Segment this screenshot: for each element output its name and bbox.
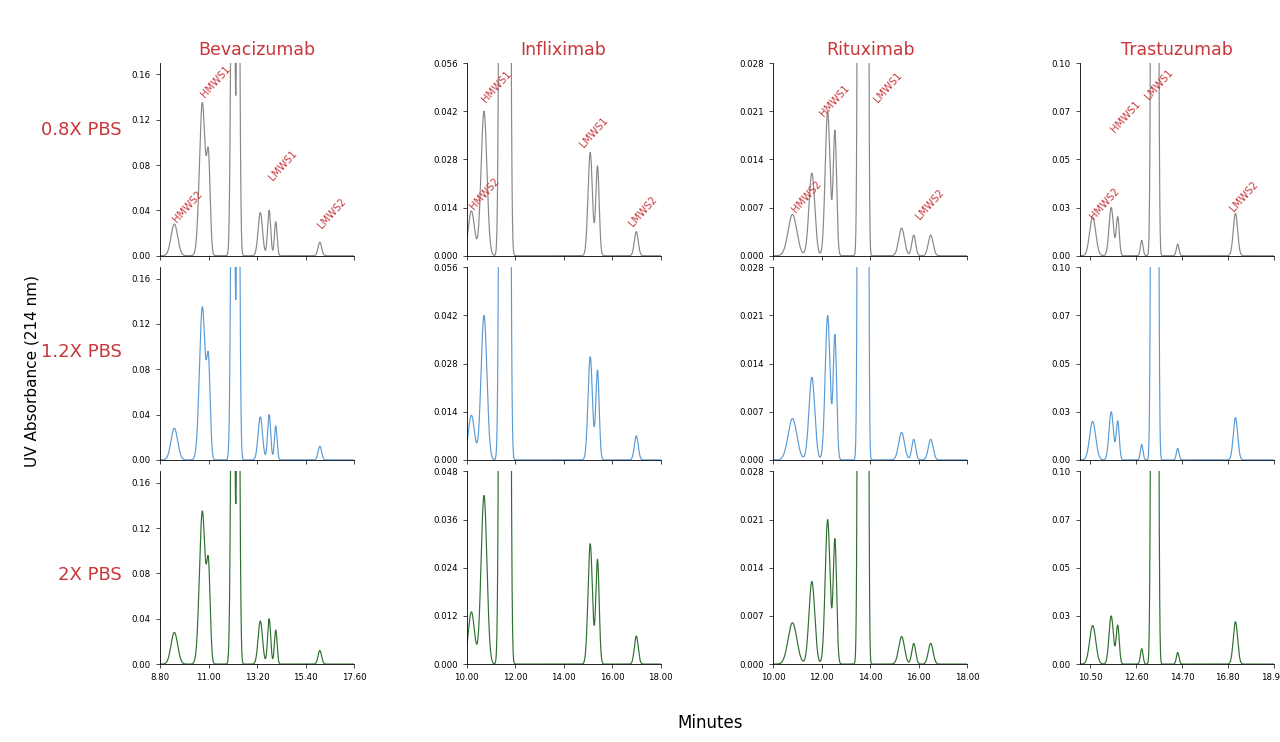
Text: LMWS2: LMWS2 xyxy=(1228,180,1260,213)
Text: Minutes: Minutes xyxy=(677,715,744,732)
Text: LMWS1: LMWS1 xyxy=(579,115,611,149)
Text: HMWS1: HMWS1 xyxy=(1108,99,1142,134)
Text: UV Absorbance (214 nm): UV Absorbance (214 nm) xyxy=(24,275,40,467)
Text: HMWS2: HMWS2 xyxy=(1088,186,1121,221)
Text: HMWS1: HMWS1 xyxy=(818,82,851,118)
Text: LMWS2: LMWS2 xyxy=(316,197,348,231)
Text: LMWS2: LMWS2 xyxy=(914,188,946,221)
Text: HMWS1: HMWS1 xyxy=(198,64,232,99)
Text: LMWS1: LMWS1 xyxy=(1143,68,1175,102)
Text: HMWS2: HMWS2 xyxy=(467,176,500,211)
Title: Infliximab: Infliximab xyxy=(521,41,607,59)
Title: Trastuzumab: Trastuzumab xyxy=(1121,41,1233,59)
Text: LMWS2: LMWS2 xyxy=(627,194,658,229)
Text: 0.8X PBS: 0.8X PBS xyxy=(41,121,122,139)
Title: Rituximab: Rituximab xyxy=(826,41,914,59)
Text: HMWS2: HMWS2 xyxy=(172,188,205,224)
Title: Bevacizumab: Bevacizumab xyxy=(198,41,316,59)
Text: HMWS1: HMWS1 xyxy=(480,69,513,105)
Text: 2X PBS: 2X PBS xyxy=(58,566,122,584)
Text: HMWS2: HMWS2 xyxy=(790,179,823,214)
Text: 1.2X PBS: 1.2X PBS xyxy=(41,344,122,361)
Text: LMWS1: LMWS1 xyxy=(873,70,905,105)
Text: LMWS1: LMWS1 xyxy=(268,148,298,182)
